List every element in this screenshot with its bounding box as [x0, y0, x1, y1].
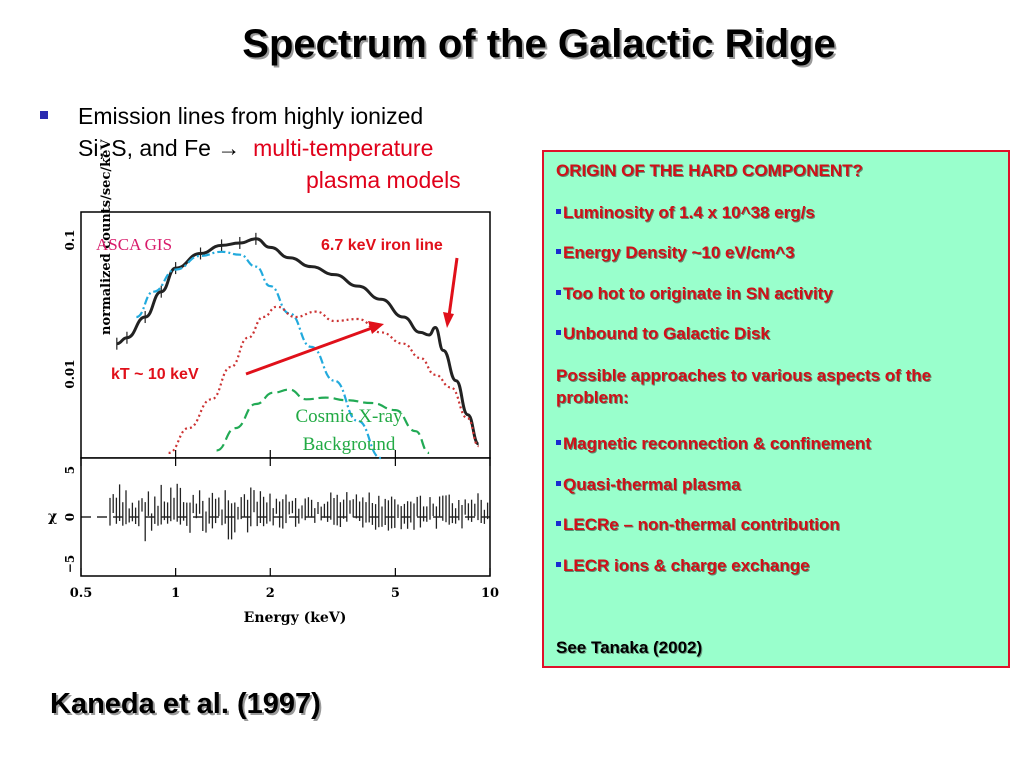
cxb-label-1: Cosmic X-ray	[295, 406, 403, 427]
bullet-red-text-1: multi-temperature	[253, 135, 434, 161]
bullet-square-icon	[556, 481, 561, 487]
origin-panel: ORIGIN OF THE HARD COMPONENT? Luminosity…	[542, 150, 1010, 668]
bullet-square-icon	[556, 521, 561, 527]
bullet-square-icon	[556, 440, 561, 446]
citation: Kaneda et al. (1997)	[50, 688, 321, 720]
cxb-label-2: Background	[303, 434, 396, 455]
bullet-square-icon	[556, 290, 561, 296]
panel-item-2: Too hot to originate in SN activity	[556, 283, 833, 305]
spectrum-series	[116, 232, 480, 460]
approach-item-0: Magnetic reconnection & confinement	[556, 433, 871, 455]
approach-item-3: LECR ions & charge exchange	[556, 555, 810, 577]
bullet-square-icon	[556, 249, 561, 255]
bullet-square-icon	[556, 562, 561, 568]
top-panel-frame	[80, 211, 491, 459]
panel-heading: ORIGIN OF THE HARD COMPONENT?	[556, 161, 863, 180]
bullet-red-text-2: plasma models	[306, 167, 461, 193]
x-tick-label-4: 10	[481, 586, 499, 601]
series-line-0	[116, 237, 480, 446]
y-tick-bottom-0: 5	[63, 466, 77, 474]
bullet-square-icon	[556, 330, 561, 336]
kt-arrow	[245, 326, 373, 376]
iron-line-arrow	[447, 257, 459, 317]
panel-item-3: Unbound to Galactic Disk	[556, 323, 770, 345]
x-tick-label-0: 0.5	[70, 586, 93, 601]
y-tick-bottom-1: 0	[63, 513, 77, 521]
iron-line-arrow-head-icon	[443, 312, 454, 328]
x-tick-label-2: 2	[266, 586, 275, 601]
bullet-text: Emission lines from highly ionized Si, S…	[78, 100, 528, 196]
x-axis-ticks: 0.5 1 2 5 10	[70, 450, 499, 601]
series-line-1	[136, 250, 382, 460]
y-axis-label-bottom: χ	[48, 509, 57, 525]
iron-line-label: 6.7 keV iron line	[321, 237, 443, 254]
bullet-square-icon	[40, 111, 48, 119]
reference-text: See Tanaka (2002)	[556, 638, 703, 657]
panel-item-1: Energy Density ~10 eV/cm^3	[556, 242, 795, 264]
right-arrow-icon: →	[217, 135, 241, 161]
approach-item-1: Quasi-thermal plasma	[556, 474, 741, 496]
series-line-3	[216, 388, 430, 454]
instrument-label: ASCA GIS	[96, 235, 172, 254]
kt-arrow-head-icon	[368, 321, 384, 334]
x-tick-label-3: 5	[391, 586, 400, 601]
kt-label: kT ~ 10 keV	[111, 366, 199, 383]
approaches-heading: Possible approaches to various aspects o…	[556, 366, 932, 407]
x-axis-label: Energy (keV)	[244, 610, 347, 626]
y-tick-top-0: 0.1	[63, 230, 77, 251]
series-line-2	[168, 305, 480, 454]
y-axis-label-top: normalized counts/sec/keV	[99, 139, 114, 335]
residual-points	[109, 483, 489, 542]
slide-title: Spectrum of the Galactic Ridge	[242, 22, 836, 66]
panel-item-0: Luminosity of 1.4 x 10^38 erg/s	[556, 202, 815, 224]
bullet-line-2: Si, S, and Fe	[78, 135, 218, 161]
y-tick-top-1: 0.01	[63, 359, 77, 388]
bullet-square-icon	[556, 209, 561, 215]
y-tick-bottom-2: −5	[63, 555, 77, 573]
approach-item-2: LECRe – non-thermal contribution	[556, 514, 840, 536]
bullet-line-1: Emission lines from highly ionized	[78, 103, 424, 129]
x-tick-label-1: 1	[171, 586, 180, 601]
